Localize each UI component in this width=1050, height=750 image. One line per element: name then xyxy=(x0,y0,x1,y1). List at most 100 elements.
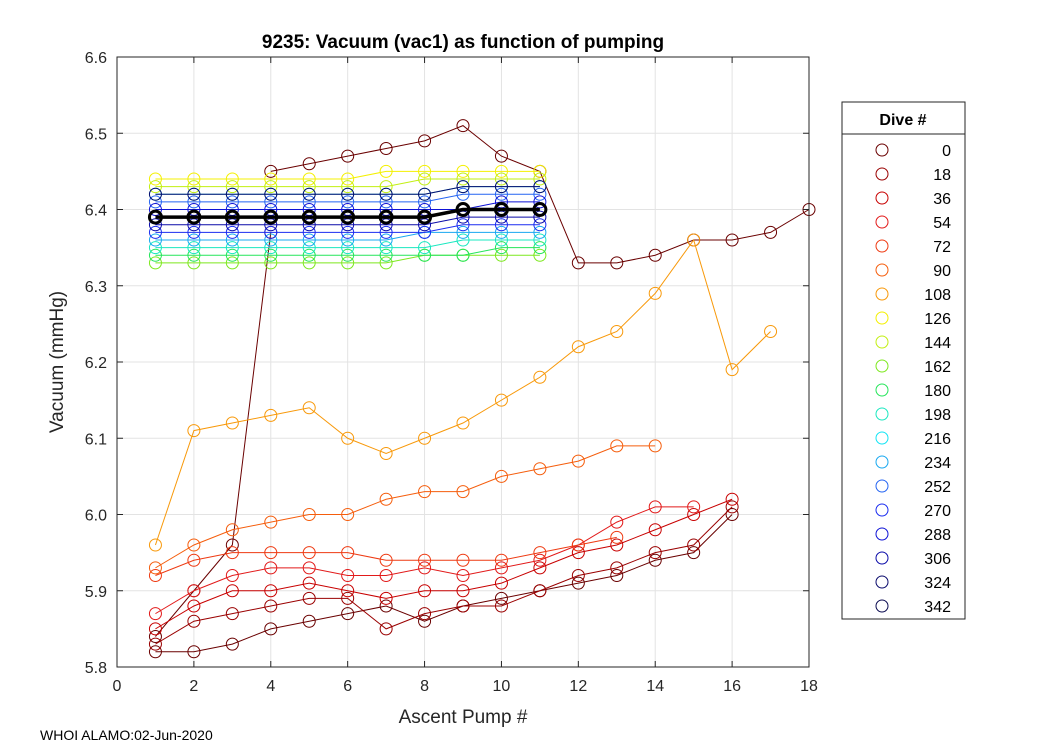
data-point xyxy=(379,241,393,255)
data-point xyxy=(648,546,662,560)
data-point xyxy=(148,241,162,255)
legend-marker xyxy=(875,167,889,181)
legend-label: 126 xyxy=(924,311,951,328)
data-point xyxy=(302,401,316,415)
data-point xyxy=(186,209,202,225)
data-point xyxy=(533,584,547,598)
data-point xyxy=(187,233,201,247)
y-tick-label: 6.4 xyxy=(85,203,107,220)
data-point xyxy=(418,241,432,255)
series-90 xyxy=(148,439,662,575)
data-point xyxy=(302,241,316,255)
data-point xyxy=(648,523,662,537)
series-line xyxy=(155,170,540,180)
series-144 xyxy=(148,172,547,194)
ticks: 0 2 4 6 8 10 12 14 16 18 5.8 5.9 6.0 6.1 6.2 6.3 6.4 6.5 6… xyxy=(85,50,818,695)
data-point xyxy=(571,340,585,354)
data-point xyxy=(264,187,278,201)
data-point xyxy=(341,546,355,560)
data-point xyxy=(494,393,508,407)
x-tick-label: 12 xyxy=(569,678,587,695)
data-point xyxy=(456,599,470,613)
data-point xyxy=(571,546,585,560)
data-point xyxy=(418,225,432,239)
series-line xyxy=(155,506,694,615)
data-point xyxy=(455,202,471,217)
data-point xyxy=(263,209,279,225)
data-point xyxy=(264,164,278,178)
data-point xyxy=(610,256,624,270)
data-point xyxy=(417,209,433,225)
data-point xyxy=(341,508,355,521)
x-tick-label: 8 xyxy=(420,678,429,695)
series-line xyxy=(155,207,540,219)
legend-label: 162 xyxy=(924,359,951,376)
x-tick-label: 4 xyxy=(266,678,275,695)
data-point xyxy=(494,469,508,483)
legend-marker xyxy=(875,551,889,565)
series-line xyxy=(155,224,540,233)
data-point xyxy=(341,180,355,194)
series-36 xyxy=(148,492,739,636)
y-tick-label: 5.8 xyxy=(85,660,107,677)
x-axis-label: Ascent Pump # xyxy=(399,707,528,728)
data-point xyxy=(533,241,547,255)
footer-stamp: WHOI ALAMO:02-Jun-2020 xyxy=(40,727,213,743)
data-point xyxy=(225,546,239,560)
x-tick-label: 10 xyxy=(493,678,511,695)
legend-marker xyxy=(875,335,889,349)
series-line xyxy=(154,238,771,546)
data-point xyxy=(379,164,393,178)
y-tick-label: 6.6 xyxy=(85,50,107,67)
legend-marker xyxy=(875,311,889,325)
series-line xyxy=(155,239,540,249)
legend-marker xyxy=(875,215,889,229)
data-point xyxy=(533,218,547,232)
data-point xyxy=(379,142,393,155)
data-point xyxy=(341,241,355,255)
data-point xyxy=(493,202,509,217)
data-point xyxy=(379,553,393,567)
legend-label: 180 xyxy=(924,383,951,400)
data-point xyxy=(187,424,201,438)
data-point xyxy=(148,233,162,247)
series-line xyxy=(155,232,272,637)
data-point xyxy=(264,622,278,636)
data-point xyxy=(264,180,278,194)
data-point xyxy=(341,431,355,445)
data-point xyxy=(225,225,239,239)
data-point xyxy=(264,561,278,575)
legend-label: 54 xyxy=(933,215,951,232)
data-point xyxy=(187,172,201,186)
data-point xyxy=(225,416,239,430)
data-point xyxy=(456,119,470,133)
data-point xyxy=(571,576,585,590)
data-point xyxy=(533,233,547,247)
legend-label: 342 xyxy=(924,599,951,616)
data-point xyxy=(302,591,316,605)
data-point xyxy=(418,134,432,148)
data-point xyxy=(533,164,547,178)
data-point xyxy=(187,599,201,613)
data-point xyxy=(378,209,394,225)
y-tick-label: 6.0 xyxy=(85,508,107,525)
series-early-a xyxy=(148,225,278,643)
data-point xyxy=(610,325,624,338)
data-point xyxy=(341,187,355,201)
data-point xyxy=(341,195,355,209)
series-line xyxy=(155,201,540,210)
data-point xyxy=(494,172,508,186)
data-point xyxy=(148,630,162,643)
x-tick-label: 6 xyxy=(343,678,352,695)
series-line xyxy=(155,506,733,645)
data-point xyxy=(341,256,355,270)
data-point xyxy=(148,172,162,186)
data-point xyxy=(341,172,355,186)
series-324 xyxy=(148,180,547,201)
data-point xyxy=(418,164,432,178)
data-point xyxy=(187,248,201,262)
data-point xyxy=(148,248,162,262)
y-tick-label: 6.5 xyxy=(85,126,107,143)
data-point xyxy=(494,553,508,567)
data-point xyxy=(341,569,355,582)
